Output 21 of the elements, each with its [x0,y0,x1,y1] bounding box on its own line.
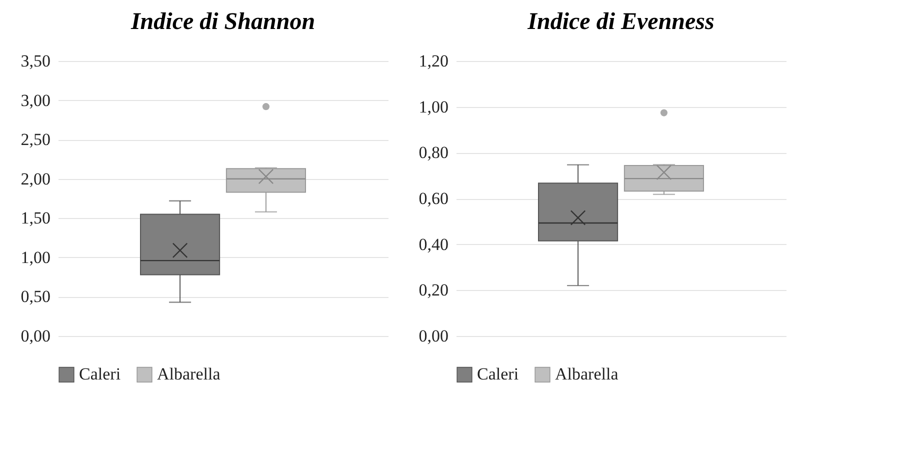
y-tick-label: 0,20 [418,280,448,300]
y-tick-label: 1,00 [20,248,50,267]
y-tick-label: 1,50 [20,208,50,228]
y-tick-label: 2,00 [20,169,50,188]
y-tick-label: 0,00 [418,326,448,346]
chart-title: Indice di Shannon [130,9,316,35]
y-tick-label: 2,50 [20,130,50,150]
legend-label: Caleri [477,364,519,384]
chart-title: Indice di Evenness [526,9,714,35]
y-tick-label: 1,20 [418,52,448,70]
y-tick-label: 1,00 [418,97,448,116]
y-tick-label: 0,50 [20,287,50,306]
legend-label: Albarella [555,364,619,384]
y-tick-label: 0,00 [20,326,50,346]
y-tick-label: 3,00 [20,90,50,110]
legend-label: Caleri [79,364,121,384]
y-tick-label: 0,80 [418,143,448,162]
y-tick-label: 0,60 [418,189,448,208]
y-tick-label: 3,50 [20,52,50,70]
y-tick-label: 0,40 [418,234,448,254]
legend-label: Albarella [157,364,221,384]
